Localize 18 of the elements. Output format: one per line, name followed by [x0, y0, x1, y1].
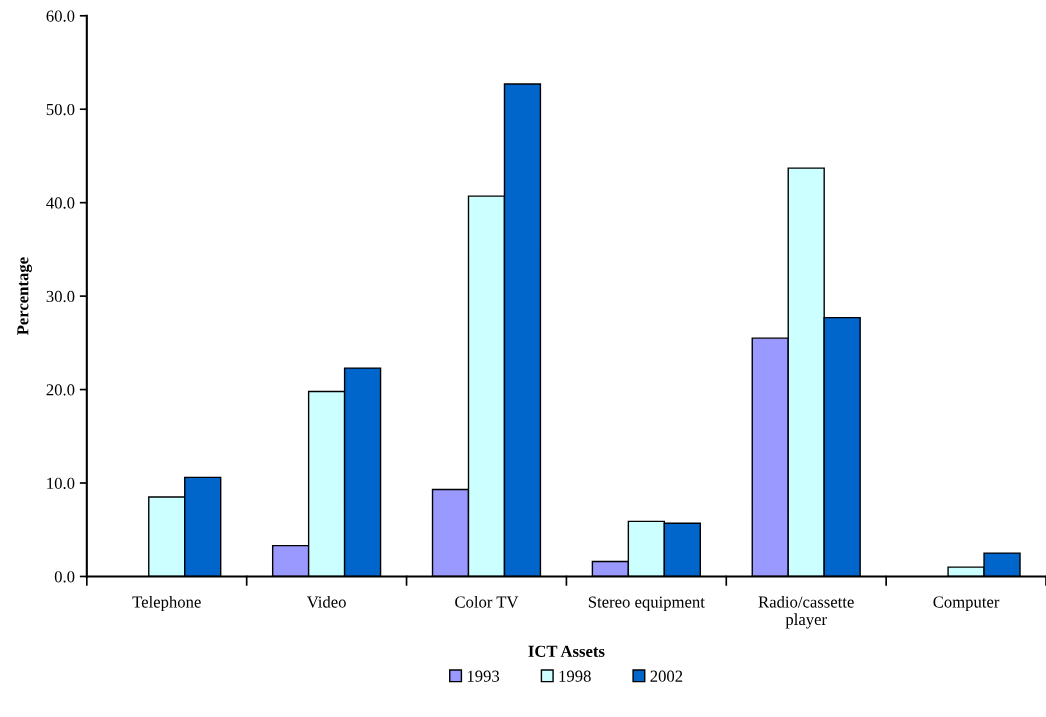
- legend-label: 1998: [559, 670, 591, 682]
- x-tick-label: Computer: [933, 596, 1000, 612]
- y-tick-label: 30.0: [46, 290, 75, 303]
- y-tick-label: 50.0: [46, 103, 75, 116]
- y-tick-label: 60.0: [46, 10, 75, 22]
- legend-label: 2002: [650, 670, 683, 682]
- y-tick-label: 0.0: [54, 571, 75, 583]
- y-tick-label: 40.0: [46, 197, 75, 209]
- y-tick-label: 10.0: [47, 477, 75, 490]
- x-tick-label: Video: [306, 595, 346, 608]
- x-tick-label: Color TV: [455, 595, 519, 608]
- x-tick-label: Telephone: [132, 595, 201, 612]
- y-axis-title: Percentage: [17, 257, 32, 336]
- x-tick-label: Radio/cassette player: [758, 595, 854, 629]
- x-tick-label: Stereo equipment: [588, 596, 705, 612]
- y-tick-label: 20.0: [46, 384, 75, 396]
- x-axis-title: ICT Assets: [528, 645, 605, 657]
- legend-label: 1993: [467, 670, 500, 682]
